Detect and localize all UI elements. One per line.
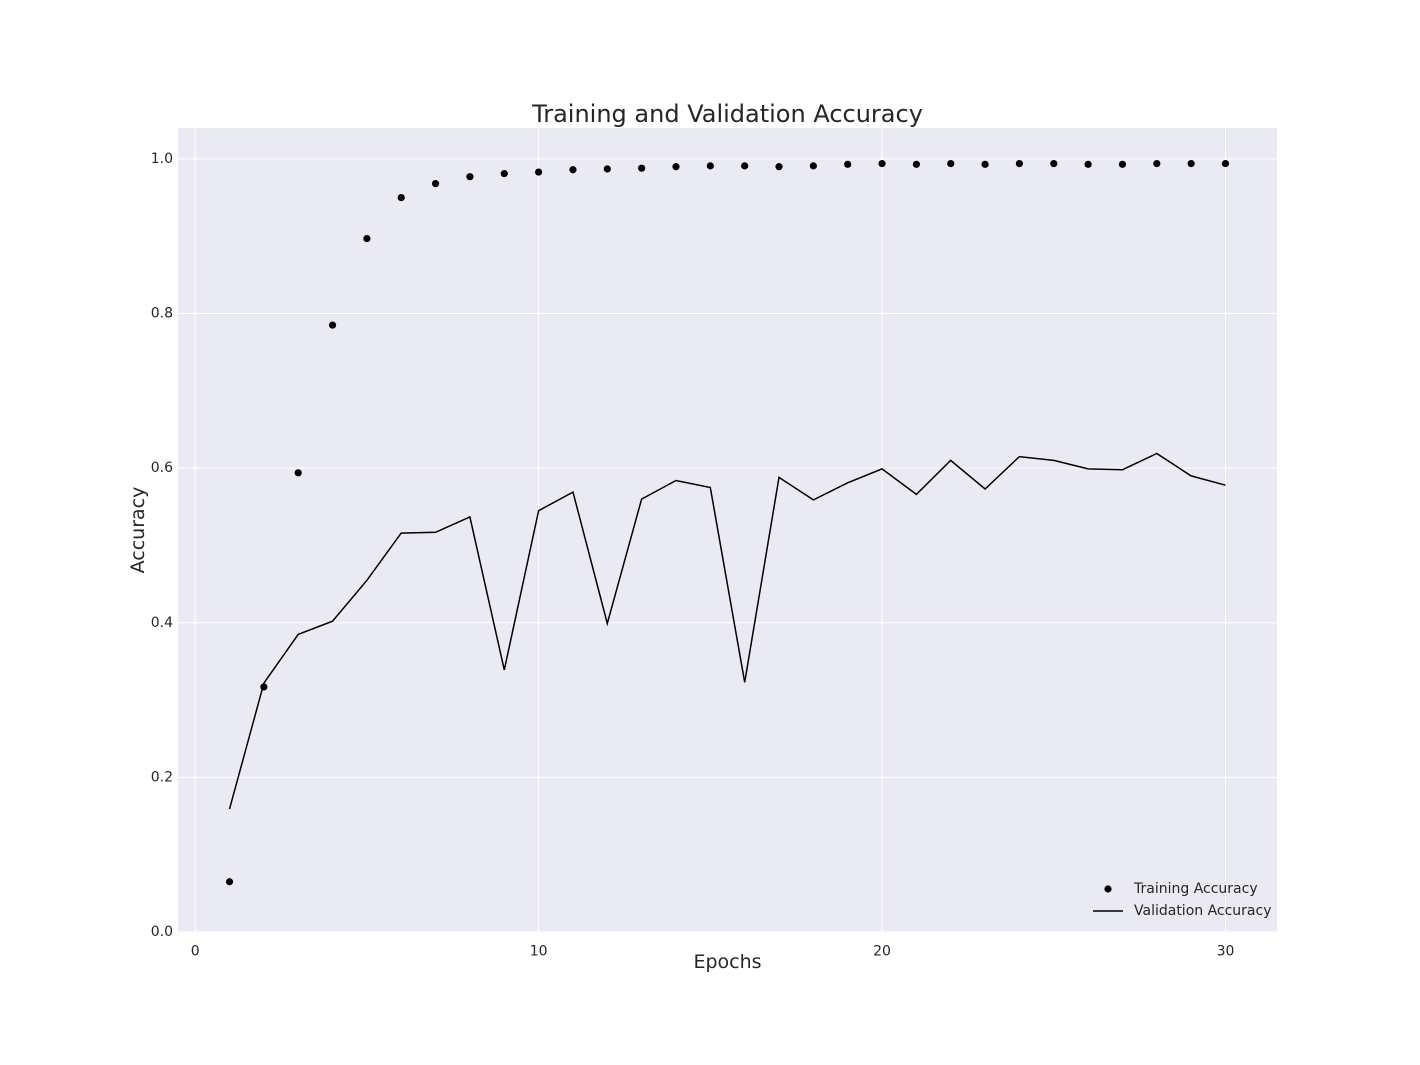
x-tick-label: 10 <box>530 944 548 960</box>
training-accuracy-series <box>225 159 1230 886</box>
training-accuracy-point <box>844 160 852 168</box>
training-accuracy-point <box>1187 159 1195 168</box>
chart-title: Training and Validation Accuracy <box>531 100 923 128</box>
y-axis-ticks: 0.0 0.2 0.4 0.6 0.8 1.0 <box>151 151 173 940</box>
training-accuracy-point <box>363 234 371 243</box>
validation-accuracy-line <box>228 452 1226 810</box>
training-accuracy-point <box>638 164 646 172</box>
x-axis-ticks: 0 10 20 30 <box>191 944 1235 960</box>
y-tick-label: 0.6 <box>151 460 173 476</box>
training-accuracy-point <box>225 878 234 886</box>
validation-accuracy-series <box>228 452 1226 810</box>
training-accuracy-point <box>431 180 440 188</box>
training-accuracy-point <box>535 168 543 176</box>
training-accuracy-point <box>1050 159 1058 168</box>
training-accuracy-point <box>809 162 817 170</box>
training-accuracy-point <box>672 163 680 171</box>
training-accuracy-point <box>260 683 268 691</box>
training-accuracy-point <box>1015 159 1024 168</box>
training-accuracy-point <box>706 162 714 170</box>
training-accuracy-point <box>878 159 886 168</box>
legend: Training Accuracy Validation Accuracy <box>1093 881 1272 919</box>
y-tick-label: 0.4 <box>151 615 173 631</box>
training-accuracy-point <box>1153 159 1161 168</box>
training-accuracy-point <box>1084 160 1092 168</box>
y-tick-label: 0.0 <box>151 924 173 940</box>
training-accuracy-point <box>775 163 783 171</box>
y-tick-label: 0.2 <box>151 769 173 785</box>
y-tick-label: 1.0 <box>151 151 173 167</box>
training-accuracy-point <box>912 160 920 168</box>
legend-validation-label: Validation Accuracy <box>1134 903 1272 919</box>
training-accuracy-point <box>1221 159 1230 168</box>
training-accuracy-point <box>500 170 508 178</box>
x-axis-label: Epochs <box>693 951 761 973</box>
training-accuracy-point <box>294 469 302 477</box>
legend-training-marker <box>1104 885 1112 893</box>
legend-training-label: Training Accuracy <box>1133 881 1258 897</box>
training-accuracy-point <box>1118 160 1127 168</box>
training-accuracy-point <box>741 162 749 170</box>
plot-area <box>178 128 1277 932</box>
gridlines <box>178 128 1277 933</box>
training-accuracy-point <box>328 321 337 329</box>
training-accuracy-point <box>466 173 474 181</box>
x-tick-label: 0 <box>191 944 200 960</box>
training-accuracy-point <box>569 166 577 174</box>
training-accuracy-point <box>981 160 989 168</box>
x-tick-label: 20 <box>873 944 891 960</box>
y-tick-label: 0.8 <box>151 306 173 322</box>
training-accuracy-point <box>947 159 955 168</box>
y-axis-label: Accuracy <box>127 487 149 574</box>
training-accuracy-point <box>397 193 405 202</box>
training-accuracy-point <box>603 165 611 173</box>
x-tick-label: 30 <box>1217 944 1235 960</box>
